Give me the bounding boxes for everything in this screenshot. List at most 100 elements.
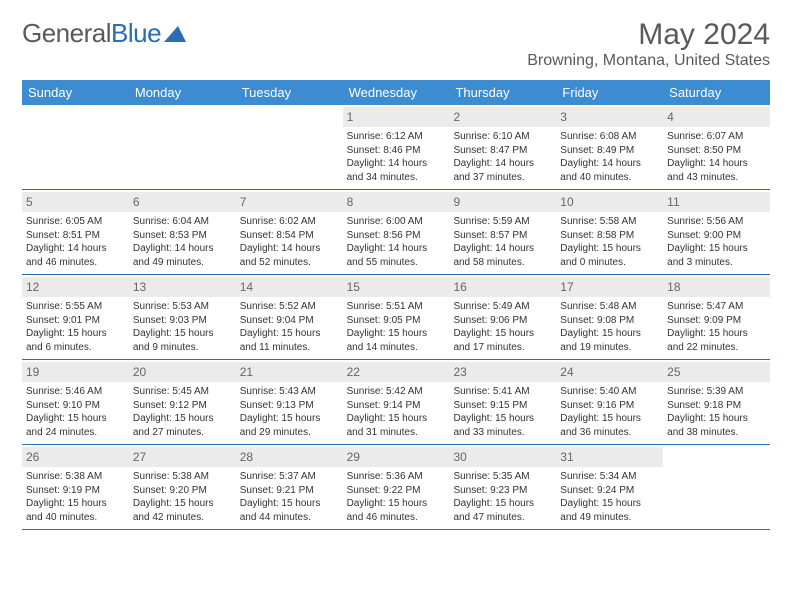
- week-row: 5Sunrise: 6:05 AMSunset: 8:51 PMDaylight…: [22, 190, 770, 275]
- sunrise-text: Sunrise: 6:10 AM: [453, 130, 552, 144]
- day-number: 18: [663, 277, 770, 297]
- daylight-text-2: and 40 minutes.: [26, 511, 125, 525]
- day-cell: 31Sunrise: 5:34 AMSunset: 9:24 PMDayligh…: [556, 445, 663, 529]
- day-cell: 22Sunrise: 5:42 AMSunset: 9:14 PMDayligh…: [343, 360, 450, 444]
- logo-text-1: General: [22, 18, 111, 49]
- daylight-text-2: and 55 minutes.: [347, 256, 446, 270]
- sunrise-text: Sunrise: 5:59 AM: [453, 215, 552, 229]
- daylight-text-1: Daylight: 14 hours: [26, 242, 125, 256]
- day-number: 19: [22, 362, 129, 382]
- daylight-text-2: and 6 minutes.: [26, 341, 125, 355]
- sunset-text: Sunset: 8:50 PM: [667, 144, 766, 158]
- day-number: 23: [449, 362, 556, 382]
- daylight-text-2: and 19 minutes.: [560, 341, 659, 355]
- sunset-text: Sunset: 9:22 PM: [347, 484, 446, 498]
- day-number: 3: [556, 107, 663, 127]
- daylight-text-1: Daylight: 14 hours: [453, 157, 552, 171]
- day-number: 15: [343, 277, 450, 297]
- day-cell: 21Sunrise: 5:43 AMSunset: 9:13 PMDayligh…: [236, 360, 343, 444]
- day-cell: 15 Sunrise: 5:51 AMSunset: 9:05 PMDayligh…: [343, 275, 450, 359]
- sunset-text: Sunset: 8:46 PM: [347, 144, 446, 158]
- sunrise-text: Sunrise: 5:56 AM: [667, 215, 766, 229]
- sunset-text: Sunset: 9:20 PM: [133, 484, 232, 498]
- day-number: 10: [556, 192, 663, 212]
- weekday-col: Saturday: [663, 80, 770, 105]
- weekday-col: Wednesday: [343, 80, 450, 105]
- sunset-text: Sunset: 9:08 PM: [560, 314, 659, 328]
- sunset-text: Sunset: 8:51 PM: [26, 229, 125, 243]
- sunrise-text: Sunrise: 5:38 AM: [26, 470, 125, 484]
- day-cell: 7Sunrise: 6:02 AMSunset: 8:54 PMDaylight…: [236, 190, 343, 274]
- sunrise-text: Sunrise: 5:37 AM: [240, 470, 339, 484]
- sunrise-text: Sunrise: 5:48 AM: [560, 300, 659, 314]
- sunrise-text: Sunrise: 6:12 AM: [347, 130, 446, 144]
- weekday-col: Tuesday: [236, 80, 343, 105]
- day-cell: .: [22, 105, 129, 189]
- daylight-text-2: and 38 minutes.: [667, 426, 766, 440]
- day-cell: .: [663, 445, 770, 529]
- daylight-text-1: Daylight: 15 hours: [347, 497, 446, 511]
- weekday-col: Thursday: [449, 80, 556, 105]
- week-row: ...1Sunrise: 6:12 AMSunset: 8:46 PMDayli…: [22, 105, 770, 190]
- sunrise-text: Sunrise: 6:04 AM: [133, 215, 232, 229]
- daylight-text-1: Daylight: 15 hours: [347, 412, 446, 426]
- daylight-text-1: Daylight: 15 hours: [26, 412, 125, 426]
- sunrise-text: Sunrise: 5:38 AM: [133, 470, 232, 484]
- daylight-text-2: and 29 minutes.: [240, 426, 339, 440]
- weekday-col: Friday: [556, 80, 663, 105]
- sunset-text: Sunset: 9:03 PM: [133, 314, 232, 328]
- daylight-text-1: Daylight: 15 hours: [453, 327, 552, 341]
- sunrise-text: Sunrise: 6:05 AM: [26, 215, 125, 229]
- day-number: 17: [556, 277, 663, 297]
- sunrise-text: Sunrise: 6:02 AM: [240, 215, 339, 229]
- daylight-text-1: Daylight: 15 hours: [453, 412, 552, 426]
- daylight-text-1: Daylight: 15 hours: [133, 412, 232, 426]
- sunrise-text: Sunrise: 5:35 AM: [453, 470, 552, 484]
- sunset-text: Sunset: 9:01 PM: [26, 314, 125, 328]
- daylight-text-1: Daylight: 14 hours: [240, 242, 339, 256]
- sunrise-text: Sunrise: 5:39 AM: [667, 385, 766, 399]
- daylight-text-1: Daylight: 15 hours: [560, 412, 659, 426]
- day-number: 25: [663, 362, 770, 382]
- day-cell: 30Sunrise: 5:35 AMSunset: 9:23 PMDayligh…: [449, 445, 556, 529]
- day-cell: 8Sunrise: 6:00 AMSunset: 8:56 PMDaylight…: [343, 190, 450, 274]
- daylight-text-2: and 0 minutes.: [560, 256, 659, 270]
- daylight-text-2: and 37 minutes.: [453, 171, 552, 185]
- sunrise-text: Sunrise: 5:47 AM: [667, 300, 766, 314]
- sunrise-text: Sunrise: 5:36 AM: [347, 470, 446, 484]
- daylight-text-2: and 43 minutes.: [667, 171, 766, 185]
- daylight-text-2: and 46 minutes.: [26, 256, 125, 270]
- daylight-text-2: and 46 minutes.: [347, 511, 446, 525]
- sunset-text: Sunset: 9:21 PM: [240, 484, 339, 498]
- daylight-text-2: and 24 minutes.: [26, 426, 125, 440]
- day-number: 9: [449, 192, 556, 212]
- sunrise-text: Sunrise: 5:41 AM: [453, 385, 552, 399]
- day-number: 26: [22, 447, 129, 467]
- day-number: 2: [449, 107, 556, 127]
- day-number: 11: [663, 192, 770, 212]
- sunset-text: Sunset: 9:12 PM: [133, 399, 232, 413]
- daylight-text-1: Daylight: 15 hours: [347, 327, 446, 341]
- sunrise-text: Sunrise: 5:52 AM: [240, 300, 339, 314]
- sunrise-text: Sunrise: 5:51 AM: [347, 300, 446, 314]
- sunset-text: Sunset: 9:09 PM: [667, 314, 766, 328]
- daylight-text-1: Daylight: 14 hours: [347, 242, 446, 256]
- day-number: 4: [663, 107, 770, 127]
- sunset-text: Sunset: 9:04 PM: [240, 314, 339, 328]
- daylight-text-1: Daylight: 15 hours: [453, 497, 552, 511]
- day-number: 6: [129, 192, 236, 212]
- day-cell: .: [129, 105, 236, 189]
- day-number: 21: [236, 362, 343, 382]
- day-number: 28: [236, 447, 343, 467]
- sunset-text: Sunset: 9:13 PM: [240, 399, 339, 413]
- day-cell: 25Sunrise: 5:39 AMSunset: 9:18 PMDayligh…: [663, 360, 770, 444]
- day-number: 7: [236, 192, 343, 212]
- sunrise-text: Sunrise: 5:43 AM: [240, 385, 339, 399]
- day-number: 16: [449, 277, 556, 297]
- sunrise-text: Sunrise: 5:53 AM: [133, 300, 232, 314]
- sunset-text: Sunset: 9:18 PM: [667, 399, 766, 413]
- sunrise-text: Sunrise: 5:34 AM: [560, 470, 659, 484]
- sunset-text: Sunset: 9:05 PM: [347, 314, 446, 328]
- daylight-text-2: and 9 minutes.: [133, 341, 232, 355]
- daylight-text-2: and 49 minutes.: [133, 256, 232, 270]
